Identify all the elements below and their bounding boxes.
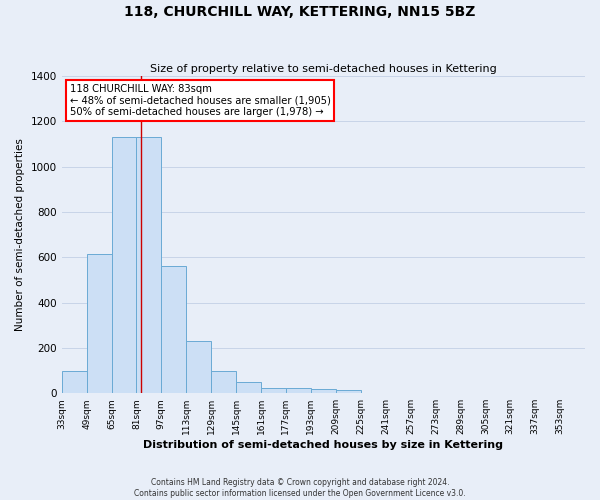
Y-axis label: Number of semi-detached properties: Number of semi-detached properties bbox=[15, 138, 25, 331]
Bar bbox=[112, 138, 136, 393]
X-axis label: Distribution of semi-detached houses by size in Kettering: Distribution of semi-detached houses by … bbox=[143, 440, 503, 450]
Bar bbox=[186, 341, 211, 393]
Text: 118, CHURCHILL WAY, KETTERING, NN15 5BZ: 118, CHURCHILL WAY, KETTERING, NN15 5BZ bbox=[124, 5, 476, 19]
Bar bbox=[211, 370, 236, 393]
Bar bbox=[336, 390, 361, 393]
Bar bbox=[86, 254, 112, 393]
Title: Size of property relative to semi-detached houses in Kettering: Size of property relative to semi-detach… bbox=[150, 64, 497, 74]
Bar bbox=[286, 388, 311, 393]
Bar bbox=[136, 138, 161, 393]
Bar bbox=[261, 388, 286, 393]
Bar bbox=[62, 370, 86, 393]
Bar bbox=[236, 382, 261, 393]
Text: 118 CHURCHILL WAY: 83sqm
← 48% of semi-detached houses are smaller (1,905)
50% o: 118 CHURCHILL WAY: 83sqm ← 48% of semi-d… bbox=[70, 84, 331, 117]
Text: Contains HM Land Registry data © Crown copyright and database right 2024.
Contai: Contains HM Land Registry data © Crown c… bbox=[134, 478, 466, 498]
Bar bbox=[161, 266, 186, 393]
Bar bbox=[311, 388, 336, 393]
